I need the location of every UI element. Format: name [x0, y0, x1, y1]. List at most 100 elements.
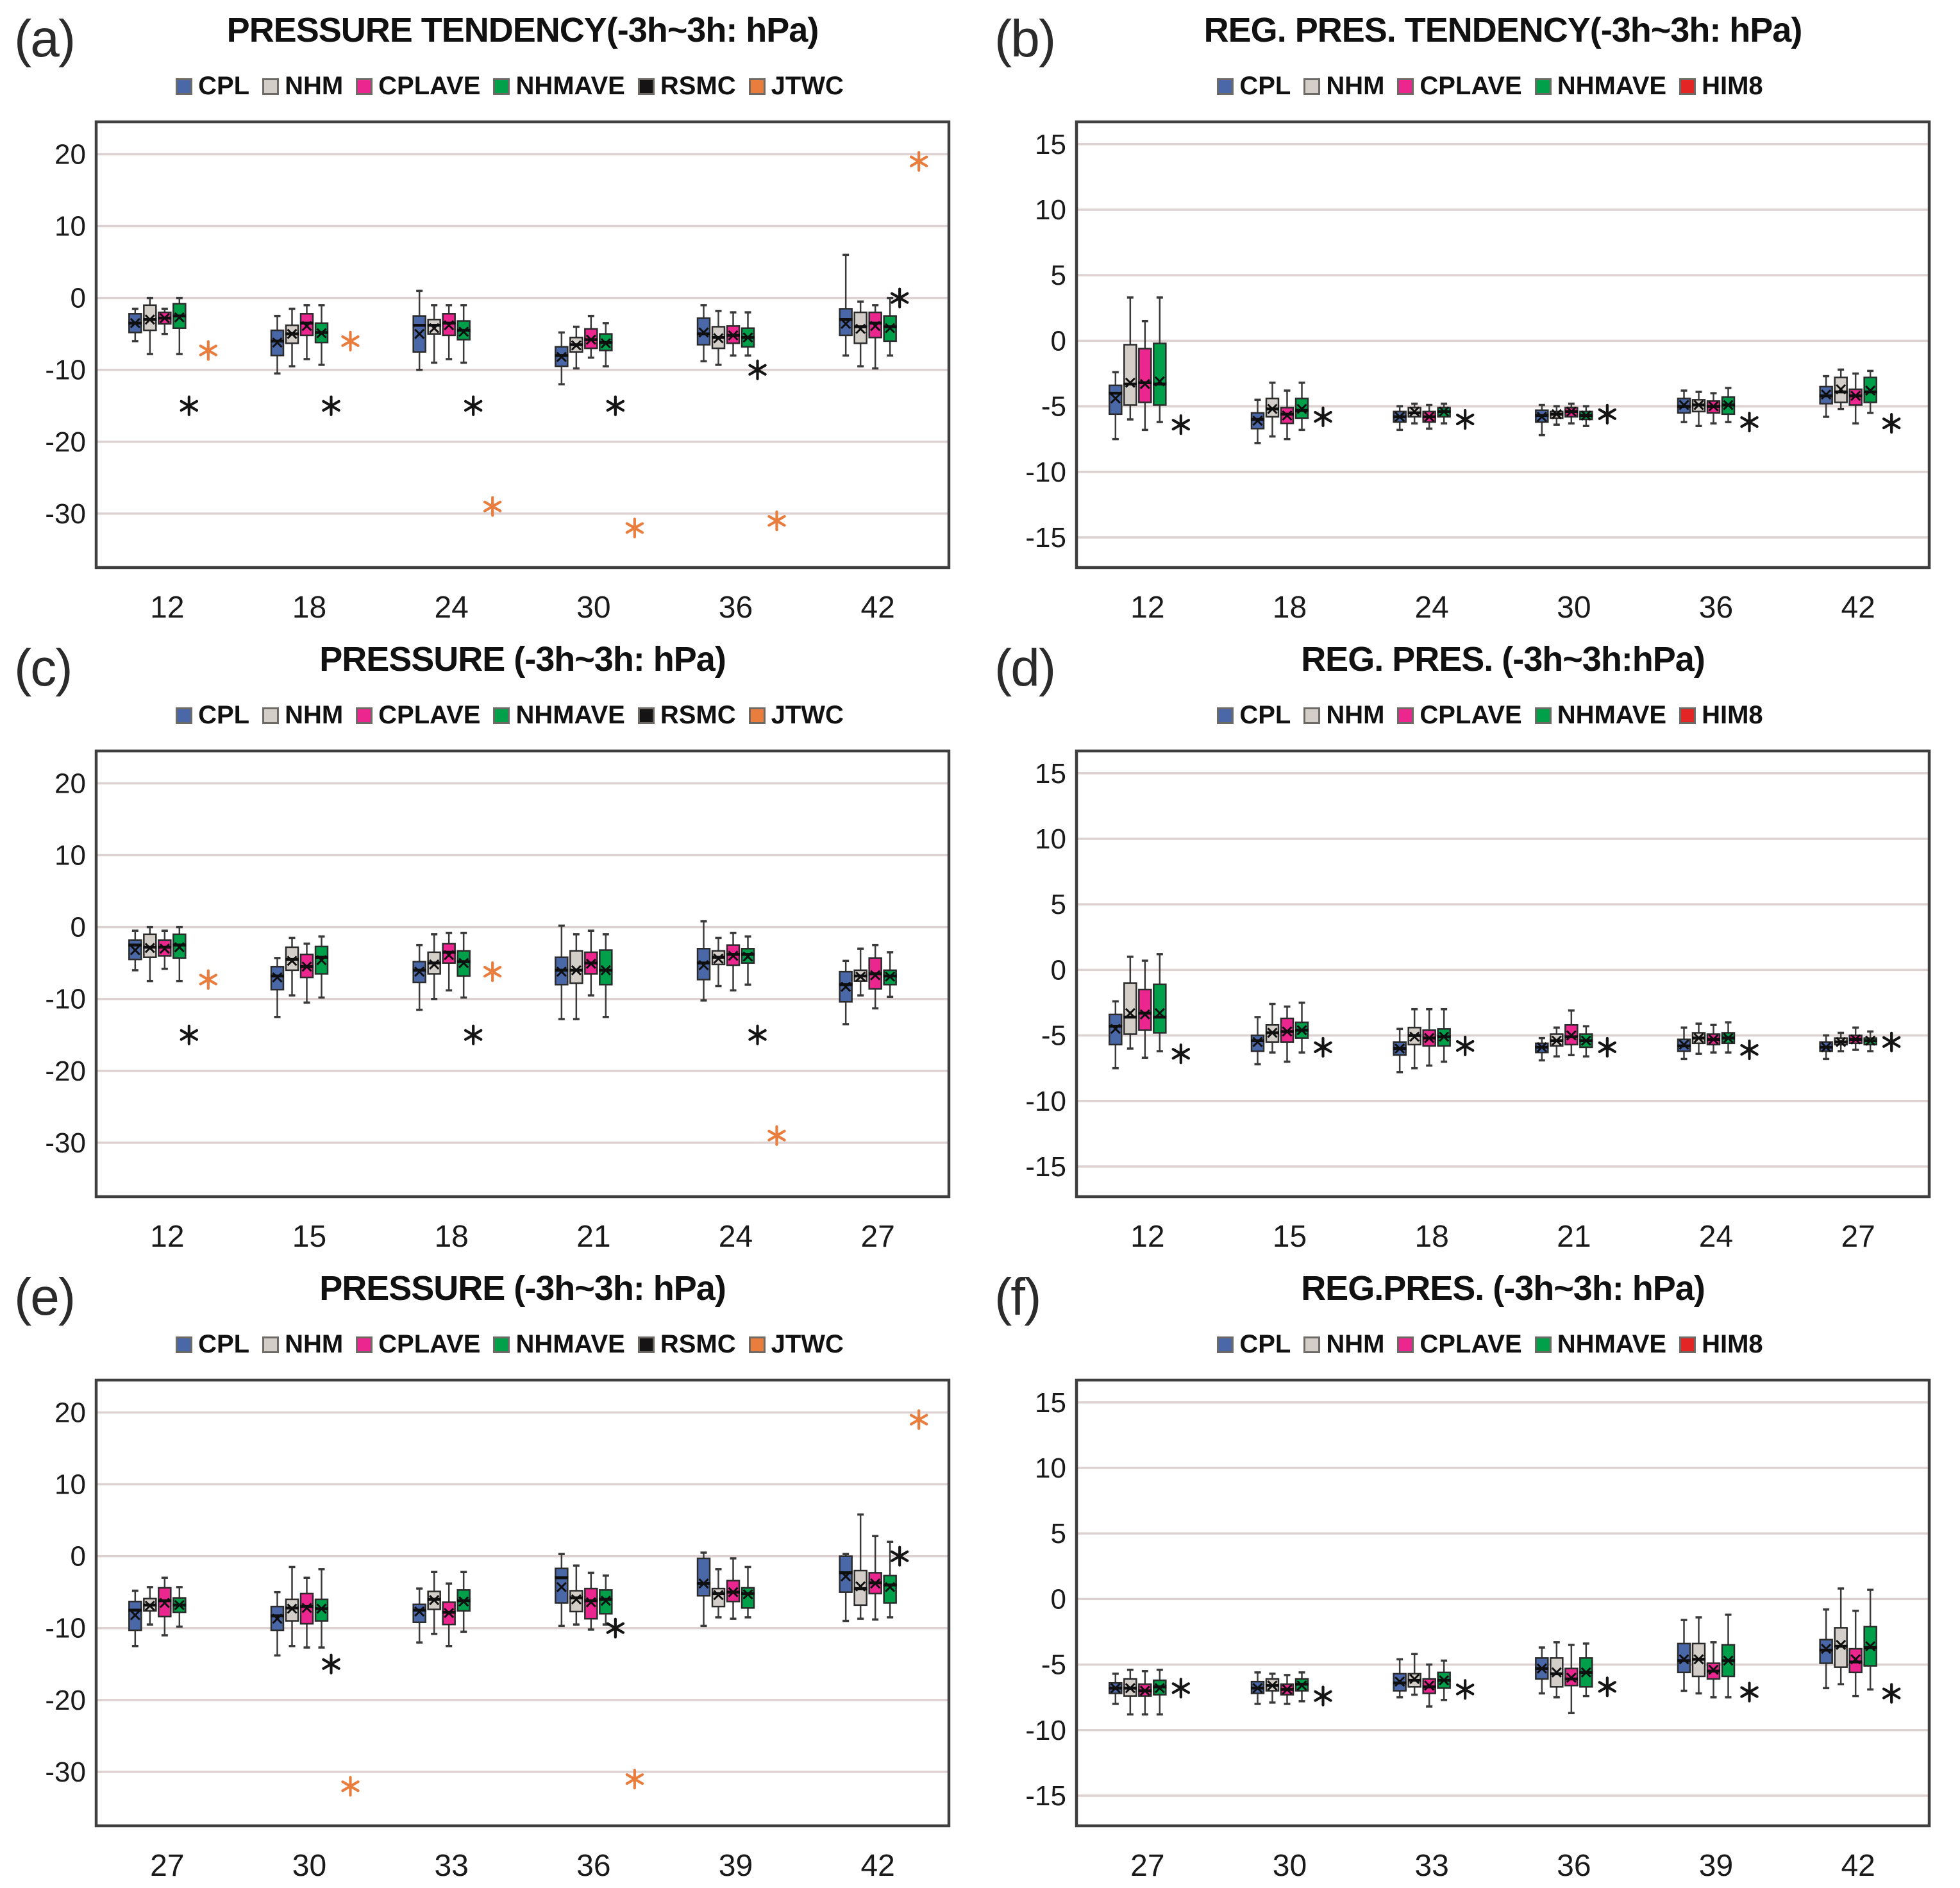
legend-label-nhmave: NHMAVE [515, 72, 625, 100]
legend-item-nhm: NHM [262, 72, 343, 101]
y-tick-label: 0 [1051, 954, 1066, 986]
legend-swatch-nhm [1303, 707, 1321, 724]
panel-d-plot: 15 10 5 0 -5 -10 -15 12 15 18 21 24 27 [1025, 749, 1931, 1254]
box-nhmave-12 [172, 925, 187, 982]
panel-c-plot: 20 10 0 -10 -20 -30 12 15 18 21 24 27 [45, 749, 951, 1254]
x-tick-label: 18 [434, 1220, 468, 1254]
box-nhmave-30 [599, 322, 613, 367]
box-cpl-36 [555, 1553, 569, 1628]
box-nhmave-30 [1579, 405, 1593, 427]
box-nhmave-24 [456, 304, 471, 364]
box-nhm-30 [1550, 405, 1564, 426]
legend-item-nhm: NHM [262, 701, 343, 730]
box-nhmave-12 [172, 296, 187, 355]
legend-swatch-nhm [262, 78, 280, 95]
box-nhm-12 [1123, 956, 1137, 1050]
marker-him8-27 [1882, 1031, 1901, 1052]
box-nhmave-18 [1437, 1007, 1451, 1063]
panel-d-legend: CPL NHM CPLAVE NHMAVE HIM8 [1051, 701, 1929, 730]
y-tick-label: -30 [45, 498, 86, 530]
y-tick-label: -5 [1041, 1649, 1066, 1681]
box-nhmave-15 [314, 935, 329, 999]
x-tick-label: 27 [1130, 1849, 1164, 1883]
y-tick-label: 10 [54, 840, 86, 872]
x-tick-label: 24 [719, 1220, 753, 1254]
legend-item-cpl: CPL [1217, 72, 1291, 101]
marker-him8-24 [1455, 409, 1475, 430]
legend-swatch-cplave [356, 707, 373, 724]
box-cpl-30 [1250, 1671, 1265, 1705]
box-cpl-27 [1819, 1034, 1833, 1061]
y-tick-label: 15 [1035, 1387, 1066, 1419]
marker-him8-30 [1314, 1685, 1332, 1707]
y-tick-label: 0 [71, 912, 86, 943]
legend-swatch-him8 [1679, 1336, 1696, 1353]
legend-item-nhm: NHM [262, 1330, 343, 1359]
box-nhm-42 [853, 1513, 867, 1620]
box-cplave-18 [442, 931, 456, 992]
legend-swatch-rsmc [637, 707, 655, 724]
marker-rsmc-24 [748, 1024, 767, 1045]
legend-item-nhmave: NHMAVE [493, 1330, 625, 1359]
plot-border [94, 120, 951, 569]
marker-rsmc-12 [180, 1024, 199, 1045]
legend-label-cplave: CPLAVE [1420, 1330, 1522, 1358]
legend-item-nhm: NHM [1303, 701, 1384, 730]
y-tick-label: -30 [45, 1127, 86, 1159]
box-cpl-12 [1109, 371, 1123, 441]
legend-item-rsmc: RSMC [637, 701, 736, 730]
x-tick-label: 15 [292, 1220, 326, 1254]
legend-label-jtwc: JTWC [771, 1330, 844, 1358]
box-cpl-42 [1819, 375, 1833, 418]
legend-item-nhmave: NHMAVE [1534, 1330, 1666, 1359]
box-nhm-39 [1691, 1616, 1706, 1695]
box-cplave-30 [1564, 402, 1579, 425]
box-cpl-24 [1677, 1026, 1691, 1061]
box-cpl-12 [1109, 1000, 1123, 1070]
box-nhmave-12 [1153, 296, 1167, 423]
box-cplave-30 [1280, 1674, 1294, 1705]
box-nhmave-27 [1153, 1669, 1167, 1715]
legend-label-nhmave: NHMAVE [1557, 72, 1667, 100]
box-cpl-33 [412, 1587, 426, 1644]
box-cplave-24 [1706, 1024, 1721, 1054]
plot-border [94, 1378, 951, 1828]
legend-swatch-nhm [1303, 78, 1321, 95]
y-tick-label: -20 [45, 1685, 86, 1716]
box-cpl-30 [555, 331, 569, 385]
box-nhmave-30 [314, 1568, 329, 1649]
y-tick-label: -5 [1041, 1020, 1066, 1052]
box-nhm-18 [427, 933, 441, 1000]
legend-item-nhmave: NHMAVE [493, 72, 625, 101]
marker-jtwc-36 [625, 1769, 644, 1790]
legend-item-jtwc: JTWC [748, 1330, 844, 1359]
box-nhmave-27 [1863, 1030, 1877, 1052]
marker-rsmc-18 [322, 395, 340, 416]
y-tick-label: -10 [1025, 1715, 1066, 1746]
legend-label-rsmc: RSMC [660, 72, 736, 100]
marker-him8-18 [1455, 1035, 1475, 1057]
panel-a-title: PRESSURE TENDENCY(-3h~3h: hPa) [226, 11, 819, 49]
panel-d: (d) REG. PRES. (-3h~3h:hPa) CPL NHM CPLAVE… [980, 629, 1960, 1258]
x-tick-label: 15 [1273, 1220, 1307, 1254]
legend-swatch-cpl [176, 707, 193, 724]
x-tick-label: 42 [1841, 591, 1875, 625]
y-tick-label: -10 [1025, 457, 1066, 488]
box-cplave-33 [1422, 1663, 1436, 1708]
legend-swatch-rsmc [637, 1336, 655, 1353]
marker-him8-15 [1314, 1036, 1332, 1058]
legend-item-rsmc: RSMC [637, 72, 736, 101]
panel-c: (c) PRESSURE (-3h~3h: hPa) CPL NHM CPLAVE N… [0, 629, 980, 1258]
marker-him8-36 [1598, 1676, 1617, 1698]
box-nhmave-33 [1437, 1659, 1451, 1701]
legend-label-cplave: CPLAVE [1420, 72, 1522, 100]
box-nhm-15 [1265, 1002, 1280, 1054]
panel-e-label: (e) [14, 1268, 76, 1326]
legend-swatch-rsmc [637, 78, 655, 95]
box-cpl-42 [839, 1553, 853, 1622]
legend-label-rsmc: RSMC [660, 701, 736, 729]
box-nhmave-12 [1153, 953, 1167, 1052]
box-cpl-12 [128, 929, 142, 972]
y-tick-label: -10 [45, 984, 86, 1015]
y-tick-label: -10 [45, 355, 86, 386]
